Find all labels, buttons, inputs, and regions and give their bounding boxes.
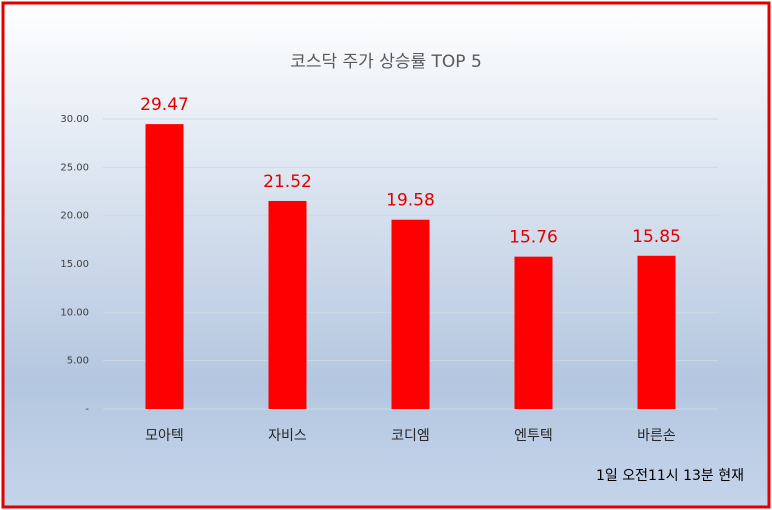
- annotation: 1일 오전11시 13분 현재: [596, 468, 744, 484]
- y-tick-label: 10.00: [60, 307, 89, 318]
- y-tick-label: 30.00: [60, 114, 89, 125]
- bar: [145, 124, 184, 409]
- bar: [637, 255, 676, 409]
- data-label: 15.76: [509, 228, 558, 248]
- y-tick-label: -: [85, 404, 89, 415]
- bar: [268, 200, 307, 409]
- data-label: 19.58: [386, 191, 435, 211]
- y-tick-label: 25.00: [60, 162, 89, 173]
- y-tick-label: 15.00: [60, 259, 89, 270]
- x-tick-label: 바른손: [637, 428, 676, 444]
- y-tick-label: 20.00: [60, 211, 89, 222]
- bar: [514, 256, 553, 409]
- x-tick-label: 코디엠: [391, 428, 430, 444]
- x-tick-label: 모아텍: [145, 428, 184, 444]
- bar: [391, 219, 430, 409]
- x-tick-label: 자비스: [268, 428, 307, 444]
- x-tick-label: 엔투텍: [514, 428, 553, 444]
- data-label: 29.47: [140, 95, 189, 115]
- data-label: 15.85: [632, 227, 681, 247]
- data-label: 21.52: [263, 172, 312, 192]
- y-tick-label: 5.00: [67, 356, 89, 367]
- chart-title: 코스닥 주가 상승률 TOP 5: [290, 52, 482, 72]
